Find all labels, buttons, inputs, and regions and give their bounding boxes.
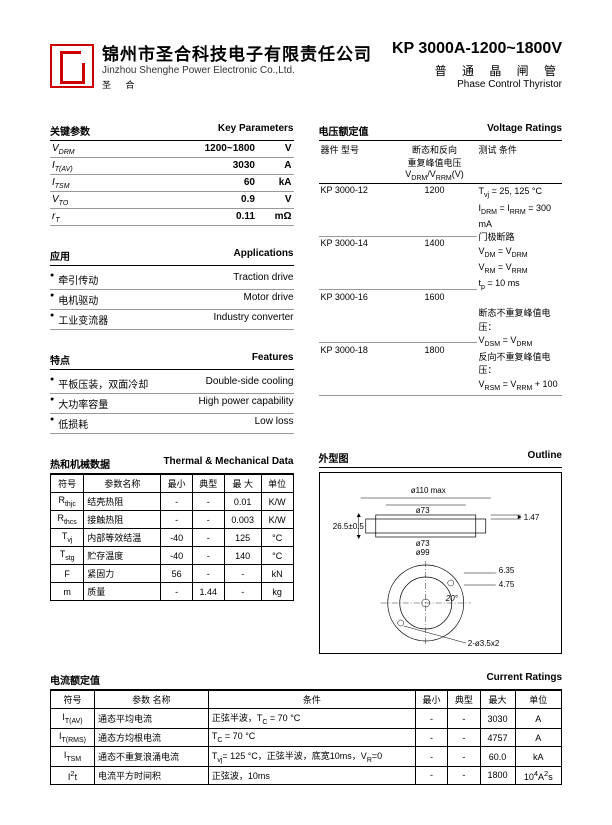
voltage-table: 器件 型号 断态和反向重复峰值电压VDRM/VRRM(V) 测试 条件 KP 3… <box>319 141 563 396</box>
part-number: KP 3000A-1200~1800V <box>392 40 562 58</box>
apps-list: 牵引传动Traction drive电机驱动Motor drive工业变流器In… <box>50 270 294 330</box>
apps-title-en: Applications <box>233 248 293 263</box>
outline-drawing: ø110 max ø73 1.47 26.5±0.5 ø73 ø99 <box>319 472 563 654</box>
svg-text:4.75: 4.75 <box>498 580 514 589</box>
logo-block: 锦州市圣合科技电子有限责任公司 Jinzhou Shenghe Power El… <box>50 40 372 91</box>
left-column: 关键参数 Key Parameters VDRM1200~1800VIT(AV)… <box>50 111 294 654</box>
right-column: 电压额定值 Voltage Ratings 器件 型号 断态和反向重复峰值电压V… <box>319 111 563 654</box>
header: 锦州市圣合科技电子有限责任公司 Jinzhou Shenghe Power El… <box>50 40 562 91</box>
outline-title-en: Outline <box>528 450 562 465</box>
logo-icon <box>50 44 94 88</box>
voltage-h3: 测试 条件 <box>477 141 563 183</box>
part-title: KP 3000A-1200~1800V 普 通 晶 闸 管 Phase Cont… <box>392 40 562 90</box>
voltage-head: 电压额定值 Voltage Ratings <box>319 123 563 141</box>
key-params-title-cn: 关键参数 <box>50 123 90 138</box>
part-type-cn: 普 通 晶 闸 管 <box>392 62 562 79</box>
current-title-cn: 电流额定值 <box>50 672 100 687</box>
outline-head: 外型图 Outline <box>319 450 563 468</box>
company-name-cn: 锦州市圣合科技电子有限责任公司 <box>102 40 372 65</box>
svg-text:1.47: 1.47 <box>523 513 539 522</box>
svg-text:20°: 20° <box>444 594 458 603</box>
outline-title-cn: 外型图 <box>319 450 349 465</box>
voltage-h2: 断态和反向重复峰值电压VDRM/VRRM(V) <box>393 141 477 183</box>
features-list: 平板压装，双面冷却Double-side cooling大功率容量High po… <box>50 374 294 434</box>
features-title-en: Features <box>252 352 294 367</box>
thermal-title-cn: 热和机械数据 <box>50 456 110 471</box>
key-params-head: 关键参数 Key Parameters <box>50 123 294 141</box>
voltage-h1: 器件 型号 <box>319 141 393 183</box>
current-head: 电流额定值 Current Ratings <box>50 672 562 690</box>
svg-text:ø99: ø99 <box>415 548 429 557</box>
svg-text:2-ø3.5x2: 2-ø3.5x2 <box>467 639 499 648</box>
brand-sub: 圣 合 <box>102 78 372 91</box>
current-section: 电流额定值 Current Ratings 符号参数 名称条件最小典型最大单位I… <box>50 672 562 785</box>
svg-text:26.5±0.5: 26.5±0.5 <box>332 522 364 531</box>
part-type-en: Phase Control Thyristor <box>392 79 562 90</box>
key-params-table: VDRM1200~1800VIT(AV)3030AITSM60kAVTO0.9V… <box>50 141 294 226</box>
key-params-title-en: Key Parameters <box>218 123 294 138</box>
features-head: 特点 Features <box>50 352 294 370</box>
thermal-table: 符号参数名称最小典型最 大单位Rthjc结壳热阻--0.01K/WRthcs接触… <box>50 474 294 601</box>
thermal-title-en: Thermal & Mechanical Data <box>163 456 293 471</box>
current-title-en: Current Ratings <box>486 672 562 687</box>
voltage-title-cn: 电压额定值 <box>319 123 369 138</box>
thermal-head: 热和机械数据 Thermal & Mechanical Data <box>50 456 294 474</box>
svg-text:ø73: ø73 <box>415 506 429 515</box>
current-table: 符号参数 名称条件最小典型最大单位IT(AV)通态平均电流正弦半波，TC = 7… <box>50 690 562 785</box>
features-title-cn: 特点 <box>50 352 70 367</box>
voltage-title-en: Voltage Ratings <box>487 123 562 138</box>
apps-head: 应用 Applications <box>50 248 294 266</box>
apps-title-cn: 应用 <box>50 248 70 263</box>
svg-text:6.35: 6.35 <box>498 566 514 575</box>
svg-text:ø73: ø73 <box>415 539 429 548</box>
svg-text:ø110 max: ø110 max <box>410 486 445 495</box>
company-name-en: Jinzhou Shenghe Power Electronic Co.,Ltd… <box>102 65 372 76</box>
